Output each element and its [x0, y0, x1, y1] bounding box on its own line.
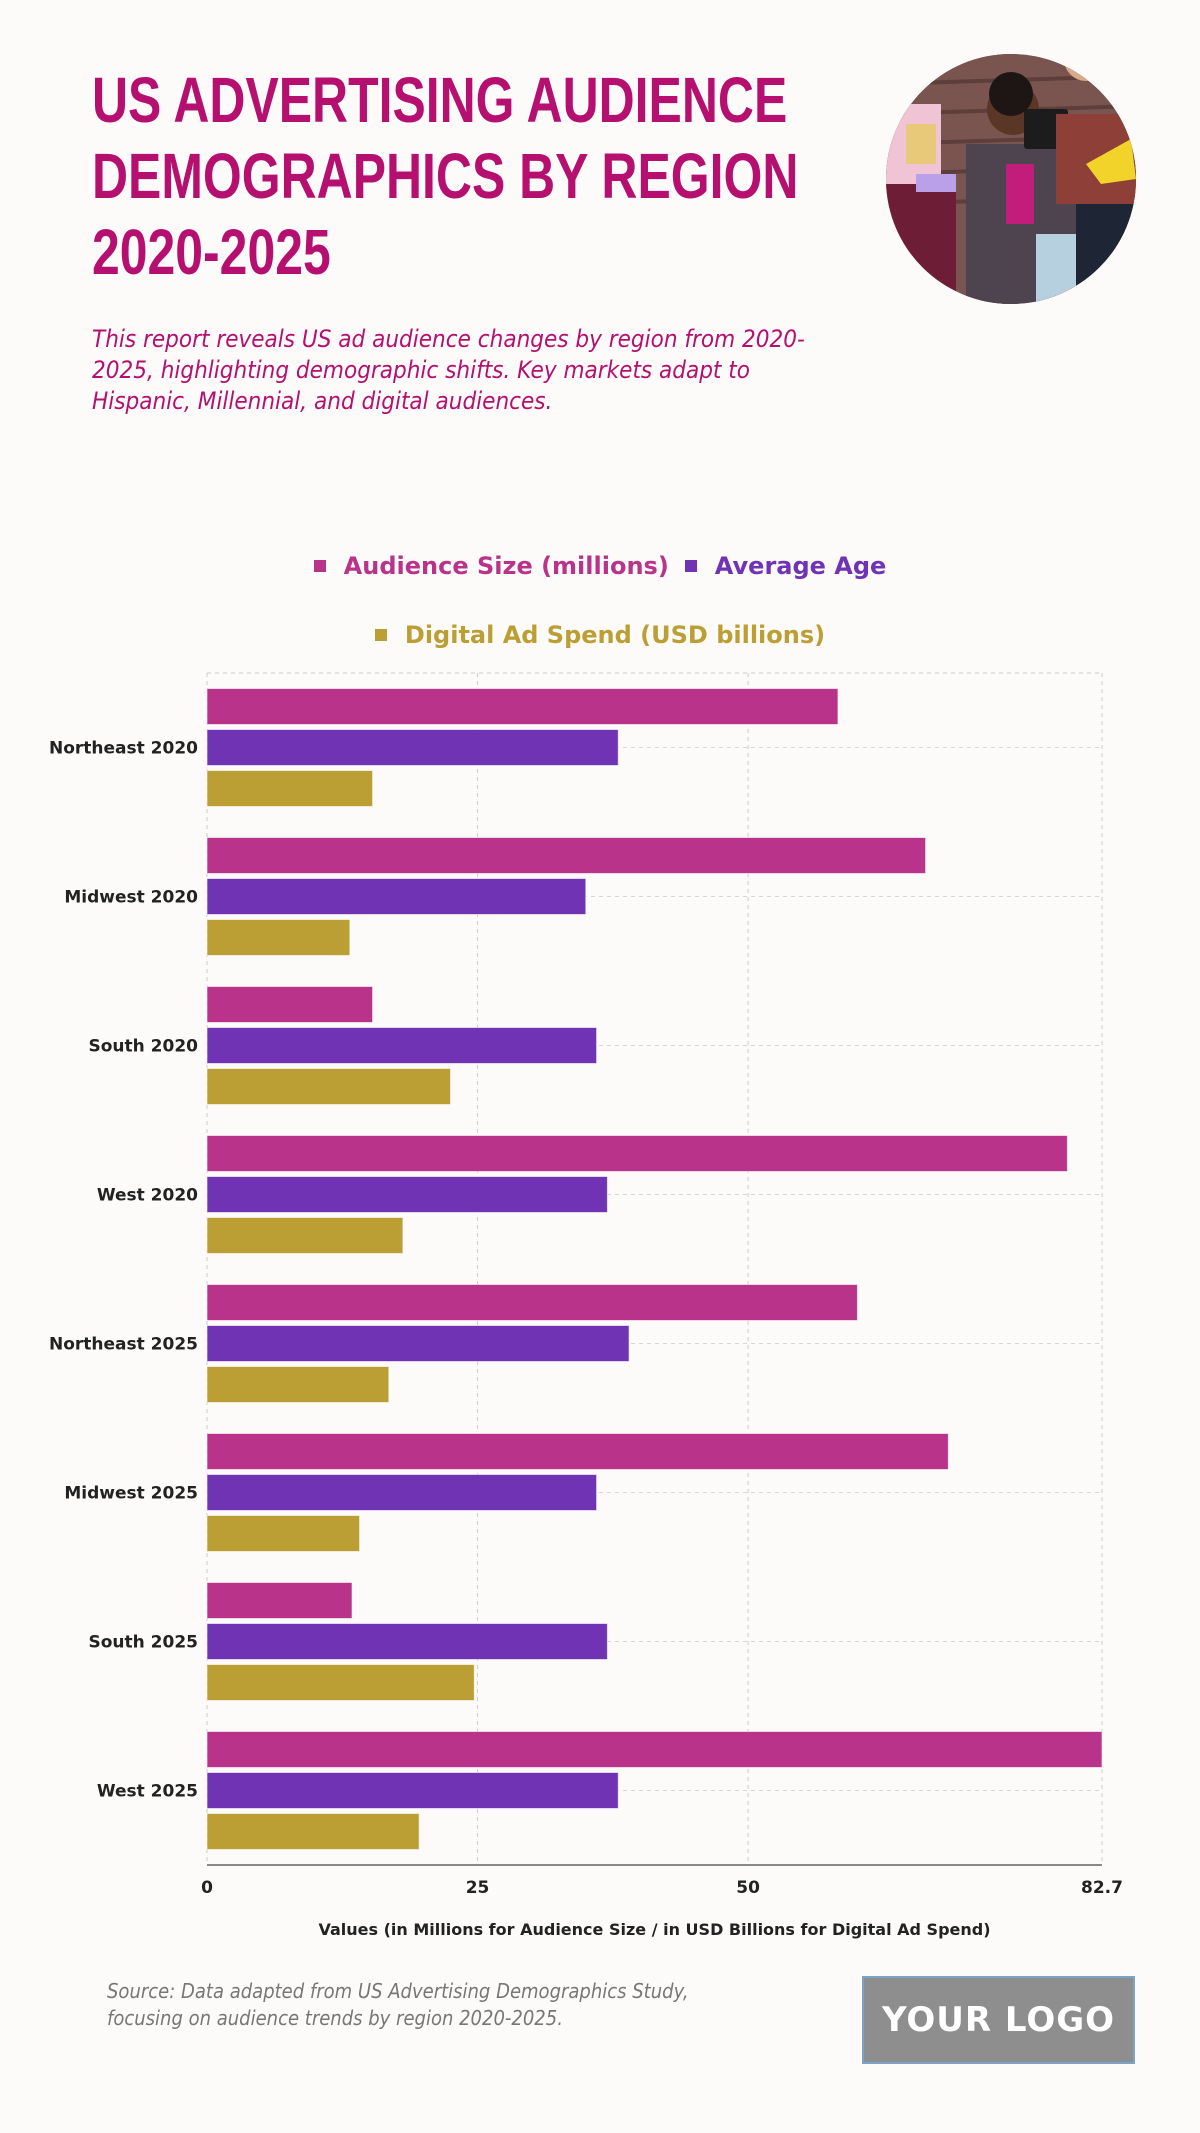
y-category-label: Northeast 2025 — [49, 1335, 198, 1355]
y-category-label: West 2025 — [97, 1782, 198, 1802]
bar-digital[interactable] — [206, 1664, 475, 1701]
bar-digital[interactable] — [206, 1813, 420, 1850]
page-subtitle: This report reveals US ad audience chang… — [92, 325, 805, 415]
x-tick-label: 50 — [736, 1878, 760, 1898]
y-category-label: Midwest 2025 — [64, 1484, 198, 1504]
x-tick-label: 0 — [201, 1878, 213, 1898]
bar-layer — [206, 688, 1103, 1850]
bar-digital[interactable] — [206, 1366, 390, 1403]
legend-swatch-audience-icon — [313, 560, 326, 572]
x-axis-title: Values (in Millions for Audience Size / … — [318, 1920, 990, 1939]
bar-digital[interactable] — [206, 919, 351, 956]
bar-age[interactable] — [206, 1325, 630, 1362]
bar-age[interactable] — [206, 878, 587, 915]
bar-age[interactable] — [206, 1623, 608, 1660]
people-photo-illustration — [886, 54, 1136, 304]
bar-audience[interactable] — [206, 1731, 1103, 1768]
page-title-line: US ADVERTISING AUDIENCE — [92, 64, 788, 136]
y-category-label: Northeast 2020 — [49, 739, 198, 759]
logo-placeholder: YOUR LOGO — [862, 1976, 1135, 2064]
bar-audience[interactable] — [206, 688, 839, 725]
bar-age[interactable] — [206, 1027, 598, 1064]
x-tick-label: 25 — [466, 1878, 490, 1898]
bar-digital[interactable] — [206, 1217, 404, 1254]
label-layer: 0 25 50 82.7 Northeast 2020 Midwest 2020 South… — [49, 739, 1123, 1899]
legend-swatch-age-icon — [684, 560, 697, 572]
bar-audience[interactable] — [206, 1284, 858, 1321]
bar-audience[interactable] — [206, 1582, 353, 1619]
bar-audience[interactable] — [206, 986, 374, 1023]
bar-digital[interactable] — [206, 770, 374, 807]
legend-item-age[interactable]: Average Age — [684, 552, 887, 580]
bar-audience[interactable] — [206, 837, 927, 874]
bar-digital[interactable] — [206, 1515, 361, 1552]
legend-label-audience: Audience Size (millions) — [343, 552, 669, 580]
legend-item-digital[interactable]: Digital Ad Spend (USD billions) — [374, 621, 826, 649]
logo-text: YOUR LOGO — [881, 2000, 1116, 2040]
legend-row-1: Audience Size (millions) Average Age — [0, 552, 1200, 580]
page-title-line: 2020-2025 — [92, 216, 331, 288]
bar-age[interactable] — [206, 1474, 598, 1511]
header-photo — [886, 54, 1136, 304]
y-category-label: South 2020 — [89, 1037, 199, 1057]
x-tick-label: 82.7 — [1081, 1878, 1123, 1898]
bar-audience[interactable] — [206, 1433, 949, 1470]
y-category-label: Midwest 2020 — [64, 888, 198, 908]
page-title-line: DEMOGRAPHICS BY REGION — [92, 140, 799, 212]
bar-age[interactable] — [206, 729, 619, 766]
legend-item-audience[interactable]: Audience Size (millions) — [313, 552, 669, 580]
bar-digital[interactable] — [206, 1068, 452, 1105]
bar-age[interactable] — [206, 1176, 608, 1213]
bar-age[interactable] — [206, 1772, 619, 1809]
page-title: US ADVERTISING AUDIENCE DEMOGRAPHICS BY R… — [92, 62, 856, 290]
legend-label-age: Average Age — [714, 552, 887, 580]
source-note: Source: Data adapted from US Advertising… — [107, 1979, 689, 2030]
legend-row-2: Digital Ad Spend (USD billions) — [0, 621, 1200, 649]
y-category-label: West 2020 — [97, 1186, 198, 1206]
legend-swatch-digital-icon — [374, 629, 387, 641]
bar-audience[interactable] — [206, 1135, 1068, 1172]
legend-label-digital: Digital Ad Spend (USD billions) — [404, 621, 826, 649]
y-category-label: South 2025 — [89, 1633, 199, 1653]
